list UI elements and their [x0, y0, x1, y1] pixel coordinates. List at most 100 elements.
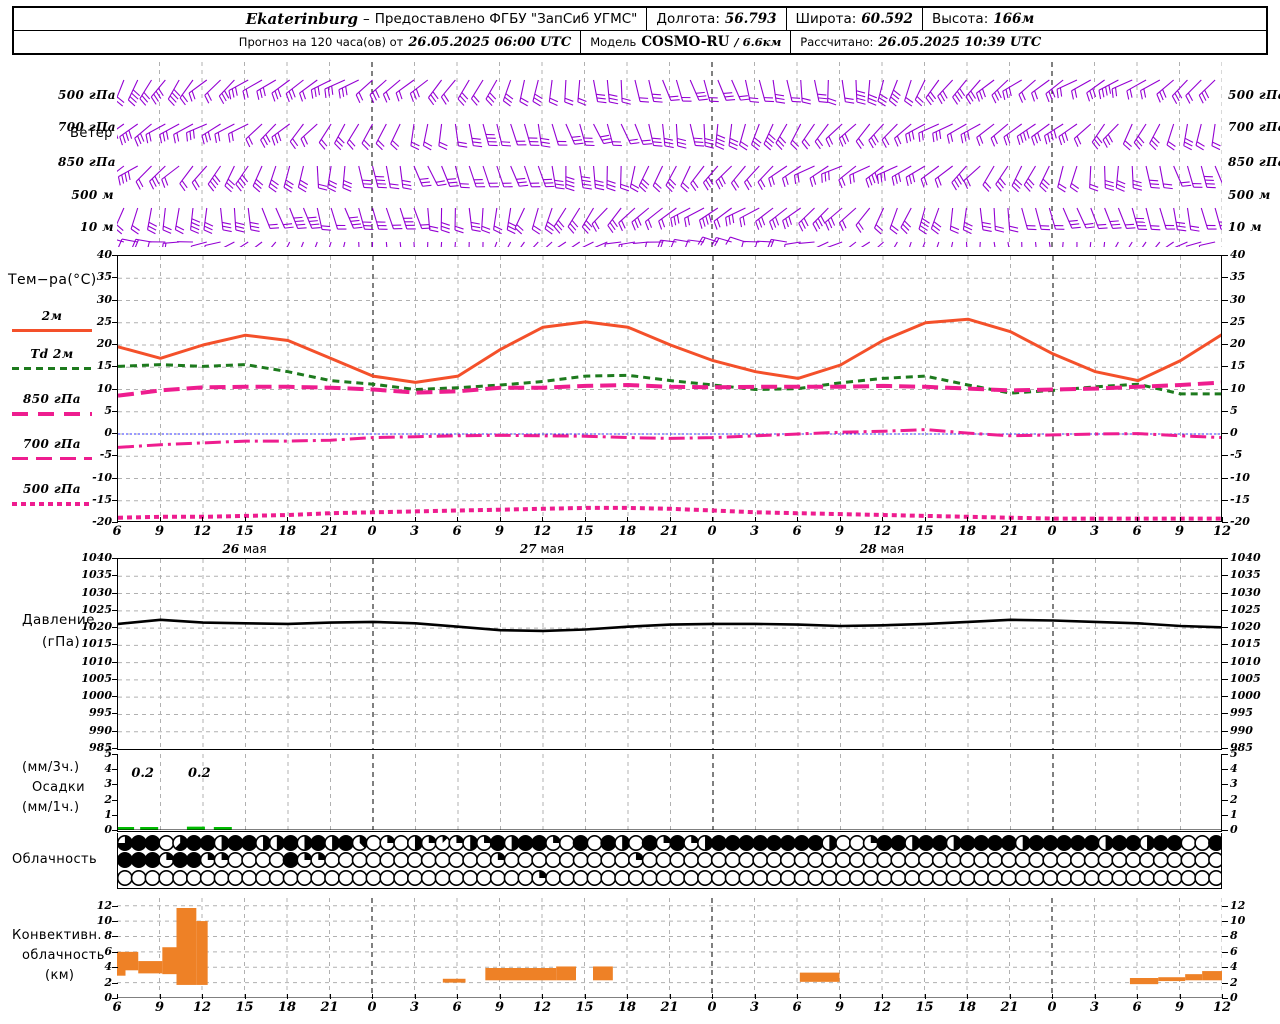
temp-ytick-right: 0 [1230, 426, 1238, 439]
time-tick [117, 517, 118, 522]
time-tick-label: 18 [957, 524, 977, 539]
pres-ytick-mark [112, 592, 118, 594]
temp-ytick-mark [1222, 499, 1228, 501]
pres-ytick-mark [1222, 609, 1228, 611]
time-tick [1137, 517, 1138, 522]
temp-legend-swatch-2 [12, 412, 92, 416]
time-tick-label: 6 [792, 524, 802, 539]
conv-time-tick [754, 994, 756, 999]
divider [785, 8, 787, 30]
temp-ytick-left: 30 [96, 292, 112, 306]
cloudiness-plot-area [117, 833, 1222, 889]
temp-legend-label-2: 850 гПа [23, 392, 81, 406]
temp-ytick-mark [1222, 255, 1228, 256]
conv-time-tick [159, 994, 161, 999]
temp-ytick-mark [1222, 433, 1228, 434]
pres-ytick-right: 1000 [1230, 689, 1261, 703]
conv-ytick-mark [112, 921, 118, 923]
date-label-1: 27 мая [519, 542, 565, 556]
conv-ytick-right: 2 [1230, 975, 1238, 989]
conv-ytick-mark [112, 905, 118, 907]
prec-ytick-right: 0 [1230, 823, 1238, 836]
time-tick-label: 15 [575, 524, 594, 539]
calculated-cell: Рассчитано: 26.05.2025 10:39 UTC [791, 35, 1050, 50]
temperature-panel: Тем−ра(°C) 2м Td 2м 850 гПа 700 гПа 500 гПа … [0, 247, 1280, 528]
conv-time-tick-label: 12 [872, 1000, 892, 1015]
precipitation-plot-area [117, 754, 1222, 832]
time-tick-label: 6 [452, 524, 462, 539]
conv-time-tick [414, 994, 416, 999]
conv-time-tick [372, 994, 373, 999]
prec-ytick-left: 0 [104, 823, 112, 836]
cloudiness-title: Облачность [12, 852, 98, 867]
prec-ytick-mark [1222, 830, 1228, 831]
prec-ytick-right: 5 [1230, 747, 1238, 760]
temp-ytick-right: -20 [1230, 515, 1250, 528]
pres-ytick-right: 1005 [1230, 671, 1261, 685]
pres-ytick-mark [112, 575, 118, 577]
conv-ytick-left: 2 [104, 975, 112, 989]
time-tick [1052, 517, 1053, 522]
convective-title-1: Конвективн. [12, 928, 102, 943]
date-label-0: 26 мая [222, 542, 267, 556]
pres-ytick-mark [1222, 575, 1228, 577]
conv-time-tick-label: 15 [575, 1000, 594, 1015]
conv-time-tick-label: 12 [192, 1000, 212, 1015]
temp-ytick-left: 25 [96, 314, 112, 328]
conv-time-tick [457, 994, 458, 999]
conv-ytick-right: 4 [1230, 960, 1238, 974]
time-tick [499, 517, 501, 522]
altitude-label: Высота: [931, 11, 989, 27]
temperature-title: Тем−ра(°C) [8, 272, 97, 288]
conv-time-tick-label: 21 [1000, 1000, 1019, 1015]
header-row-station: Ekaterinburg – Предоставлено ФГБУ "ЗапСи… [14, 8, 1266, 31]
time-tick-label: 12 [1212, 524, 1232, 539]
conv-time-tick-label: 9 [154, 1000, 165, 1015]
prec-ytick-mark [112, 784, 118, 786]
prec-ytick-left: 5 [104, 747, 112, 760]
temp-ytick-right: 30 [1230, 292, 1246, 306]
conv-time-tick-label: 6 [1132, 1000, 1142, 1015]
prec-ytick-mark [112, 830, 118, 831]
conv-time-tick [244, 994, 246, 999]
temp-legend-label-1: Td 2м [30, 347, 74, 361]
conv-time-tick [967, 994, 968, 999]
temp-ytick-mark [1222, 410, 1228, 412]
time-tick [159, 517, 161, 522]
temp-ytick-mark [1222, 277, 1228, 279]
prec-ytick-right: 3 [1230, 777, 1238, 791]
pres-ytick-left: 1040 [81, 551, 112, 564]
divider [646, 8, 648, 30]
time-tick-label: 15 [915, 524, 934, 539]
pres-ytick-mark [112, 678, 118, 680]
conv-ytick-mark [1222, 998, 1228, 999]
conv-ytick-right: 8 [1230, 929, 1238, 943]
temp-ytick-mark [112, 499, 118, 501]
conv-time-tick [1094, 994, 1096, 999]
calculated-time: 26.05.2025 10:39 UTC [878, 34, 1042, 50]
time-tick [797, 517, 798, 522]
conv-ytick-left: 4 [104, 960, 112, 974]
model-cell: Модель COSMO-RU / 6.6км [581, 34, 790, 50]
temp-legend-label-4: 500 гПа [23, 482, 81, 496]
time-tick-label: 3 [409, 524, 420, 539]
divider [921, 8, 923, 30]
time-tick [754, 517, 756, 522]
conv-ytick-mark [112, 951, 118, 953]
prec-ytick-left: 3 [104, 777, 112, 791]
prec-ytick-mark [112, 769, 118, 771]
provider-text: Предоставлено ФГБУ "ЗапСиб УГМС" [374, 11, 638, 27]
prec-ytick-mark [1222, 784, 1228, 786]
station-cell: Ekaterinburg – Предоставлено ФГБУ "ЗапСи… [237, 10, 647, 28]
calculated-label: Рассчитано: [800, 35, 874, 49]
pres-ytick-mark [1222, 730, 1228, 732]
temp-ytick-right: 5 [1230, 403, 1238, 417]
temp-legend-swatch-1 [12, 367, 92, 370]
time-tick-label: 6 [1132, 524, 1142, 539]
wind-level-right-3: 500 м [1228, 188, 1271, 202]
temp-ytick-left: 15 [96, 359, 112, 373]
wind-level-left-2: 850 гПа [58, 155, 116, 169]
conv-ytick-left: 6 [104, 944, 112, 958]
time-tick-label: 21 [1000, 524, 1019, 539]
